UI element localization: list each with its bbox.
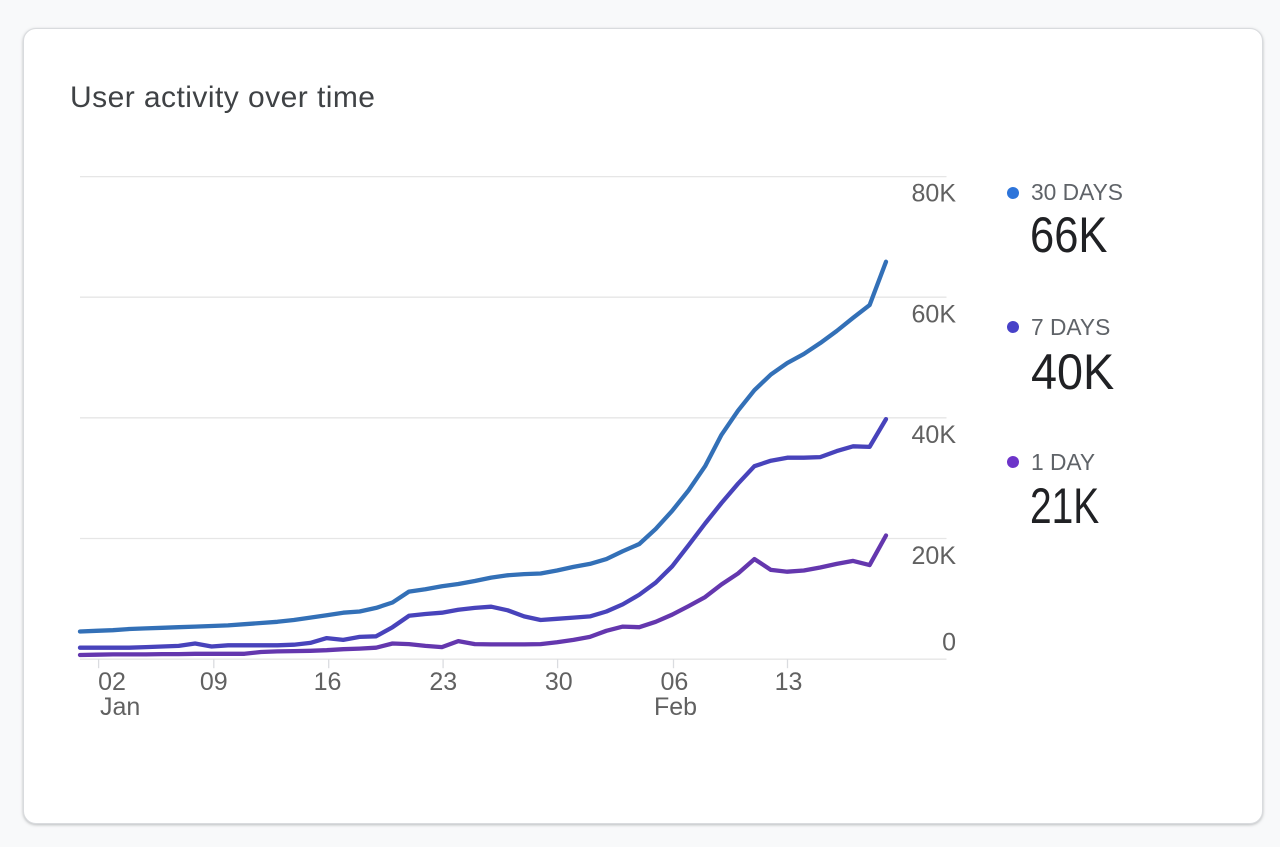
svg-text:40K: 40K: [912, 421, 957, 449]
svg-text:20K: 20K: [912, 542, 957, 570]
svg-text:Feb: Feb: [654, 693, 697, 721]
svg-text:30: 30: [545, 668, 573, 696]
svg-text:09: 09: [200, 668, 228, 696]
svg-text:13: 13: [775, 668, 803, 696]
svg-text:16: 16: [314, 668, 342, 696]
svg-text:02: 02: [98, 668, 126, 696]
svg-text:Jan: Jan: [100, 693, 140, 721]
svg-text:23: 23: [429, 668, 457, 696]
svg-text:0: 0: [942, 629, 956, 657]
svg-text:80K: 80K: [912, 180, 957, 208]
svg-text:06: 06: [660, 668, 688, 696]
svg-text:60K: 60K: [912, 300, 957, 328]
